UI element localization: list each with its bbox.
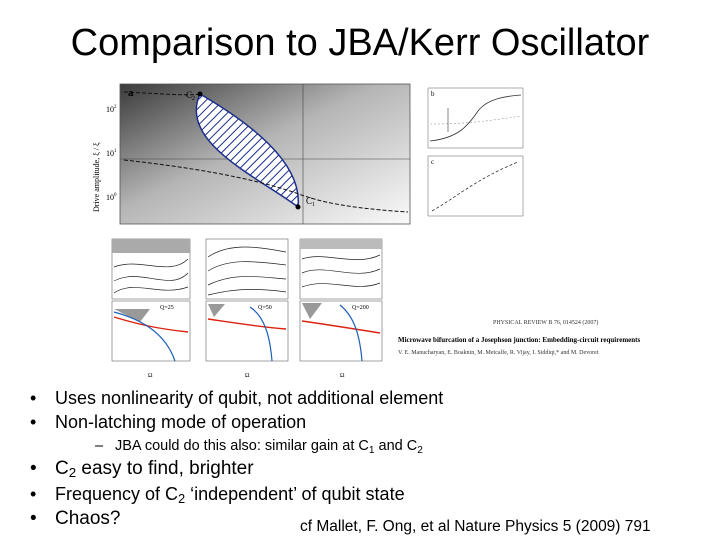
bottom-panel-mid: Q=50 Ω	[205, 238, 289, 379]
bullet-item: • Non-latching mode of operation	[30, 412, 307, 432]
y-tick-1: 100	[106, 193, 117, 202]
paper-journal-line: PHYSICAL REVIEW B 76, 014524 (2007)	[493, 320, 599, 326]
slide-title: Comparison to JBA/Kerr Oscillator	[70, 22, 650, 64]
y-tick-100: 102	[106, 105, 117, 114]
point-c1-label: C1	[306, 196, 315, 208]
bottom-panels-figure: Q=25 Ω Q=50 Ω Q=200 Ω	[111, 238, 383, 379]
bottom-panel-right: Q=200 Ω	[299, 238, 383, 379]
paper-title: Microwave bifurcation of a Josephson jun…	[398, 336, 641, 344]
point-c2-label: C2	[186, 90, 195, 102]
paper-authors: V. E. Manucharyan, E. Boaknin, M. Metcal…	[398, 350, 599, 356]
bottom-axis-label-2: Ω	[245, 373, 250, 379]
bottom-axis-label-1: Ω	[148, 373, 153, 379]
paper-reference: PHYSICAL REVIEW B 76, 014524 (2007) Micr…	[398, 320, 718, 356]
y-tick-10: 101	[106, 149, 117, 158]
y-axis-label: Drive amplitude, ξ / ξ	[92, 142, 101, 212]
side-panels-figure: b c	[427, 87, 524, 217]
bottom-panel-label-3: Q=200	[352, 305, 369, 311]
panel-letter-c: c	[431, 158, 434, 166]
bottom-panel-label-1: Q=25	[160, 305, 174, 311]
panel-letter-a: a	[128, 87, 134, 99]
bottom-axis-label-3: Ω	[340, 373, 345, 379]
bottom-panel-label-2: Q=50	[258, 305, 272, 311]
bullet-item: • Uses nonlinearity of qubit, not additio…	[30, 388, 444, 408]
bullet-item: • Frequency of C2 ‘independent’ of qubit …	[30, 484, 405, 506]
bullet-item: • C2 easy to find, brighter	[30, 458, 254, 480]
panel-letter-b: b	[431, 90, 435, 98]
citation: cf Mallet, F. Ong, et al Nature Physics …	[300, 518, 651, 535]
bottom-panel-left: Q=25 Ω	[111, 238, 191, 379]
bifurcation-figure: a C2 C1 102 101 100 Drive amplitude, ξ /…	[92, 83, 411, 225]
sub-bullet-item: – JBA could do this also: similar gain at…	[95, 438, 423, 456]
bullet-item: • Chaos?	[30, 508, 121, 529]
